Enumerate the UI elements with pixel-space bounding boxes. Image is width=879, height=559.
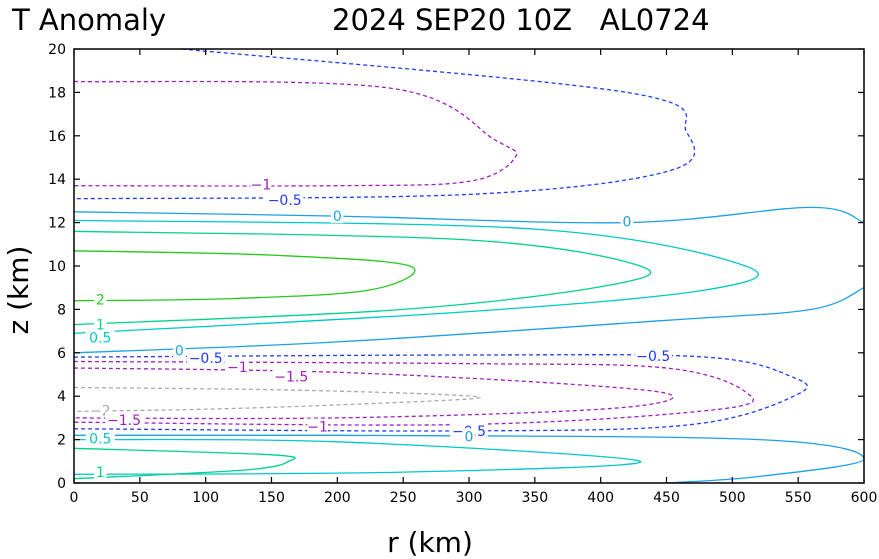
x-tick-label: 300 bbox=[456, 490, 483, 506]
x-tick-label: 50 bbox=[131, 490, 149, 506]
x-tick-label: 150 bbox=[258, 490, 285, 506]
contour-line bbox=[73, 80, 518, 187]
chart-title-right: 2024 SEP20 10Z AL0724 bbox=[332, 3, 710, 37]
contour-line bbox=[73, 447, 296, 480]
contour-label: −1 bbox=[307, 420, 328, 436]
contour-label: 0 bbox=[333, 209, 342, 225]
contour-label: −0.5 bbox=[268, 193, 302, 209]
contour-line bbox=[73, 48, 696, 200]
contour-label: 1 bbox=[96, 318, 105, 334]
contour-label: −1.5 bbox=[274, 370, 308, 386]
contour-label: −1.5 bbox=[107, 413, 141, 429]
contour-label-background bbox=[85, 329, 115, 345]
contour-line bbox=[73, 219, 759, 334]
y-tick-label: 16 bbox=[48, 129, 66, 145]
y-tick-label: 2 bbox=[57, 433, 66, 449]
y-tick-label: 10 bbox=[48, 259, 66, 275]
x-axis-label: r (km) bbox=[387, 526, 473, 559]
contour-label: 0.5 bbox=[89, 331, 111, 347]
contour-label-background bbox=[634, 348, 673, 364]
contour-line bbox=[73, 434, 865, 484]
contour-label-background bbox=[94, 316, 107, 332]
y-tick-label: 18 bbox=[48, 85, 66, 101]
contour-line bbox=[73, 230, 652, 326]
contour-line bbox=[73, 250, 416, 302]
contour-label-background bbox=[462, 428, 476, 444]
contour-lines bbox=[73, 48, 865, 484]
contour-label: 0 bbox=[465, 429, 474, 445]
contour-label-background bbox=[94, 464, 107, 480]
contour-line bbox=[73, 354, 809, 432]
contour-label: −1 bbox=[227, 360, 248, 376]
y-tick-label: 4 bbox=[57, 389, 66, 405]
contour-label-background bbox=[173, 342, 186, 358]
contour-label: 2 bbox=[96, 293, 105, 309]
y-tick-label: 14 bbox=[48, 172, 66, 188]
y-tick-label: 0 bbox=[57, 476, 66, 492]
x-tick-label: 500 bbox=[719, 490, 746, 506]
y-tick-label: 8 bbox=[57, 302, 66, 318]
x-tick-label: 600 bbox=[851, 490, 878, 506]
y-tick-label: 6 bbox=[57, 346, 66, 362]
contour-label: −1 bbox=[251, 178, 272, 194]
x-tick-label: 100 bbox=[192, 490, 219, 506]
x-tick-label: 450 bbox=[653, 490, 680, 506]
contour-label: 1 bbox=[96, 465, 105, 481]
contour-line bbox=[73, 386, 481, 413]
contour-label-background bbox=[272, 368, 310, 384]
x-tick-label: 400 bbox=[587, 490, 614, 506]
chart-title-left: T Anomaly bbox=[11, 3, 166, 37]
contour-label-background bbox=[105, 412, 143, 428]
x-tick-label: 350 bbox=[521, 490, 548, 506]
contour-line bbox=[73, 360, 754, 426]
x-tick-label: 550 bbox=[785, 490, 812, 506]
x-tick-label: 250 bbox=[390, 490, 417, 506]
contour-label-background bbox=[265, 191, 304, 207]
contour-label: 0 bbox=[623, 215, 632, 231]
contour-label-background bbox=[331, 208, 344, 224]
contour-label-background bbox=[307, 418, 328, 434]
contour-label-background bbox=[620, 213, 634, 229]
contour-line bbox=[73, 287, 865, 354]
contour-label: 0 bbox=[175, 344, 184, 360]
contour-label-background bbox=[250, 176, 272, 192]
contour-line bbox=[73, 367, 674, 420]
contour-label-background bbox=[85, 430, 115, 446]
contour-line bbox=[73, 438, 642, 475]
contour-labels: −1−0.500210.50−0.5−0.5−1−1.5−2−1.5−1−0.5… bbox=[85, 176, 673, 481]
contour-label: 0.5 bbox=[89, 432, 111, 448]
contour-label: −0.5 bbox=[189, 351, 223, 367]
contour-label: −0.5 bbox=[636, 349, 670, 365]
contour-label-background bbox=[226, 358, 248, 374]
y-tick-label: 20 bbox=[48, 42, 66, 58]
x-axis: 0 50 100 150 200 250 300 350 400 450 500 550 600 bbox=[70, 49, 878, 506]
contour-label-background bbox=[94, 291, 107, 307]
contour-label-background bbox=[186, 350, 225, 366]
x-tick-label: 0 bbox=[70, 490, 79, 506]
y-axis-label: z (km) bbox=[2, 246, 35, 335]
y-tick-label: 12 bbox=[48, 216, 66, 232]
x-tick-label: 200 bbox=[324, 490, 351, 506]
contour-line bbox=[73, 206, 865, 224]
